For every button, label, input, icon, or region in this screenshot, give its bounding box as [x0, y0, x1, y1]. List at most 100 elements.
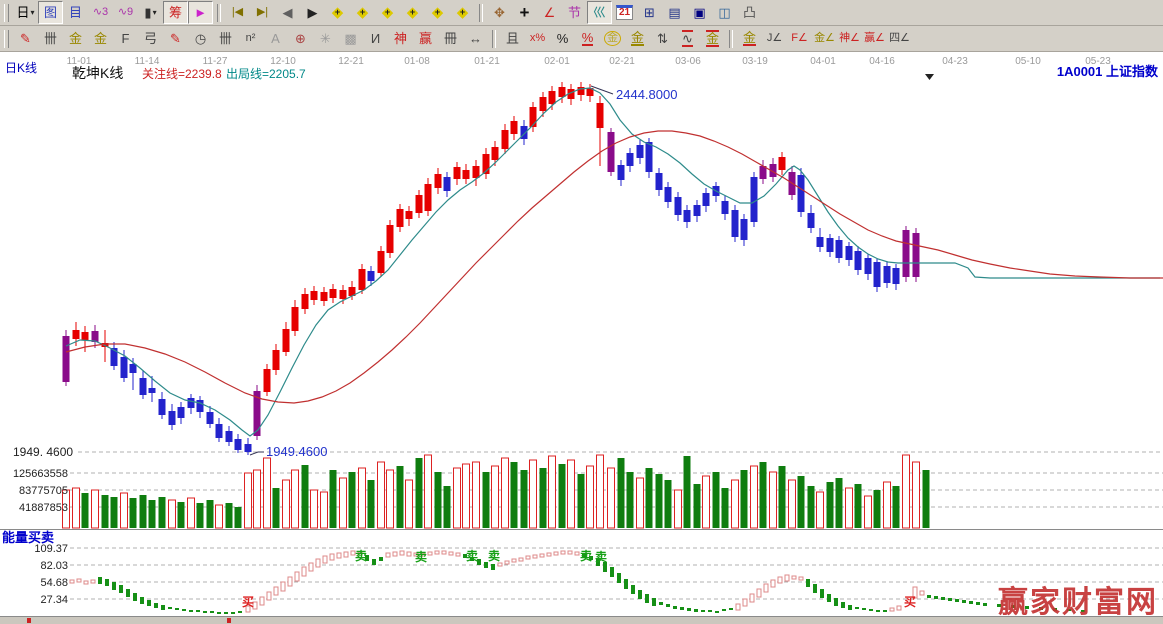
diamond-full-icon[interactable]: ◆	[450, 1, 475, 24]
ying-tool-icon-glyph: 赢	[418, 31, 432, 46]
price-updown-icon[interactable]: ⇅	[650, 27, 675, 50]
gold-section2-icon[interactable]: 金	[88, 27, 113, 50]
diamond-pan-left-icon[interactable]: ◆	[325, 1, 350, 24]
svg-text:82.03: 82.03	[40, 560, 68, 572]
calendar-icon[interactable]: 21	[612, 1, 637, 24]
prev-bar-icon[interactable]: ◀	[275, 1, 300, 24]
calculator-icon[interactable]: ⊞	[637, 1, 662, 24]
save-icon-glyph: ▣	[693, 5, 706, 20]
gold-angle-icon[interactable]: 金	[737, 27, 762, 50]
crosshair-icon[interactable]: +	[512, 1, 537, 24]
ladder-icon[interactable]: 且	[500, 27, 525, 50]
color-painter-icon[interactable]: ►	[188, 1, 213, 24]
sell-marker: 卖	[415, 549, 427, 564]
si-angle-icon[interactable]: 四∠	[887, 27, 912, 50]
gold-section-icon[interactable]: 金	[63, 27, 88, 50]
next-bar-icon[interactable]: ▶	[300, 1, 325, 24]
hash-grid2-icon[interactable]: 卌	[213, 27, 238, 50]
toolbar-grip[interactable]	[4, 3, 9, 22]
buy-marker: 买	[242, 595, 254, 609]
svg-text:27.34: 27.34	[40, 594, 68, 606]
gold-lines-icon[interactable]: 金	[625, 27, 650, 50]
sell-marker: 卖	[466, 548, 478, 563]
box-grid-icon[interactable]: 冊	[438, 27, 463, 50]
gold-circle-icon[interactable]: 金	[600, 27, 625, 50]
svg-text:04-01: 04-01	[810, 56, 836, 67]
speed-lines-icon[interactable]: И	[363, 27, 388, 50]
circle-target-icon[interactable]: ⊕	[288, 27, 313, 50]
f-angle-icon[interactable]: F∠	[787, 27, 812, 50]
calculator-icon-glyph: ⊞	[644, 5, 655, 20]
wave-range-icon[interactable]: ∿	[675, 27, 700, 50]
price-annotations: 2444.8000 1949.4600	[249, 85, 677, 459]
width-measure-icon[interactable]: ↔	[463, 27, 488, 50]
red-marker-icon[interactable]: ✎	[163, 27, 188, 50]
toolbar-grip[interactable]	[4, 29, 9, 48]
wave-band-icon[interactable]: 巛	[587, 1, 612, 24]
window-layout-icon[interactable]: 图	[38, 1, 63, 24]
percent-x-icon[interactable]: x%	[525, 27, 550, 50]
date-axis: 11-01 11-14 11-27 12-10 12-21 01-08 01-21 02-01…	[67, 56, 1112, 67]
first-page-icon[interactable]: |◀	[225, 1, 250, 24]
percent-line-icon[interactable]: %	[575, 27, 600, 50]
svg-text:12-10: 12-10	[270, 56, 296, 67]
hand-pan-icon[interactable]: ✥	[487, 1, 512, 24]
time-cycle-icon[interactable]: ◷	[188, 27, 213, 50]
notebook-icon-glyph: ▤	[668, 5, 681, 20]
svg-text:11-01: 11-01	[67, 56, 92, 67]
ying-angle-icon[interactable]: 赢∠	[862, 27, 887, 50]
first-page-icon-glyph: |◀	[231, 6, 244, 18]
gold-section-icon-glyph: 金	[68, 31, 82, 46]
bottom-scrollbar[interactable]	[0, 616, 1163, 624]
diamond-pan-right-icon[interactable]: ◆	[350, 1, 375, 24]
diamond-hshrink-icon[interactable]: ◆	[400, 1, 425, 24]
watch-line-value: 关注线=2239.8	[142, 67, 222, 81]
gann-flower-icon[interactable]: 节	[562, 1, 587, 24]
f-ruler-icon[interactable]: F	[113, 27, 138, 50]
sell-marker: 卖	[595, 549, 607, 564]
red-pen-icon[interactable]: ✎	[13, 27, 38, 50]
hash-grid-icon[interactable]: 卌	[38, 27, 63, 50]
hand-pan-icon-glyph: ✥	[494, 5, 505, 20]
chart-dropdown-arrow-icon[interactable]	[925, 74, 934, 80]
channel-icon[interactable]: A	[263, 27, 288, 50]
last-page-icon[interactable]: ▶|	[250, 1, 275, 24]
wave-3-icon[interactable]: ∿3	[88, 1, 113, 24]
diamond-hexpand-icon[interactable]: ◆	[375, 1, 400, 24]
gold-section2-icon-glyph: 金	[93, 31, 107, 46]
shen-tool-icon[interactable]: 神	[388, 27, 413, 50]
wave-9-icon[interactable]: ∿9	[113, 1, 138, 24]
notebook-icon[interactable]: ▤	[662, 1, 687, 24]
gold-range-icon[interactable]: 金	[700, 27, 725, 50]
candle-style-button-glyph: ▮	[144, 5, 152, 20]
wave-9-icon-glyph: ∿9	[117, 6, 134, 18]
circle-grid-icon[interactable]: ▩	[338, 27, 363, 50]
circle-rays-icon[interactable]: ✳	[313, 27, 338, 50]
hash-grid2-icon-glyph: 卌	[218, 31, 232, 46]
info-panel-icon[interactable]: 目	[63, 1, 88, 24]
n-square-icon[interactable]: n²	[238, 27, 263, 50]
window-layout-icon-glyph: 图	[43, 5, 57, 20]
save-icon[interactable]: ▣	[687, 1, 712, 24]
spiral-icon[interactable]: 弓	[138, 27, 163, 50]
svg-text:83775705: 83775705	[19, 485, 68, 497]
print-icon[interactable]: 凸	[737, 1, 762, 24]
circle-target-icon-glyph: ⊕	[295, 31, 306, 46]
svg-text:1949. 4600: 1949. 4600	[13, 445, 73, 459]
gold2-angle-icon[interactable]: 金∠	[812, 27, 837, 50]
period-day-button[interactable]: 日 ▾	[13, 1, 38, 24]
angle-measure-icon[interactable]: ∠	[537, 1, 562, 24]
diamond-expand-icon[interactable]: ◆	[425, 1, 450, 24]
symbol-name-label[interactable]: 1A0001 上证指数	[1056, 64, 1158, 79]
candle-style-button[interactable]: ▮ ▾	[138, 1, 163, 24]
shen-angle-icon[interactable]: 神∠	[837, 27, 862, 50]
next-bar-icon-glyph: ▶	[307, 5, 318, 20]
transfer-icon[interactable]: ◫	[712, 1, 737, 24]
ying-tool-icon[interactable]: 赢	[413, 27, 438, 50]
chip-distribution-icon[interactable]: 筹	[163, 1, 188, 24]
percent-icon[interactable]: %	[550, 27, 575, 50]
period-label[interactable]: 日K线	[5, 61, 38, 75]
j-angle-icon[interactable]: J∠	[762, 27, 787, 50]
